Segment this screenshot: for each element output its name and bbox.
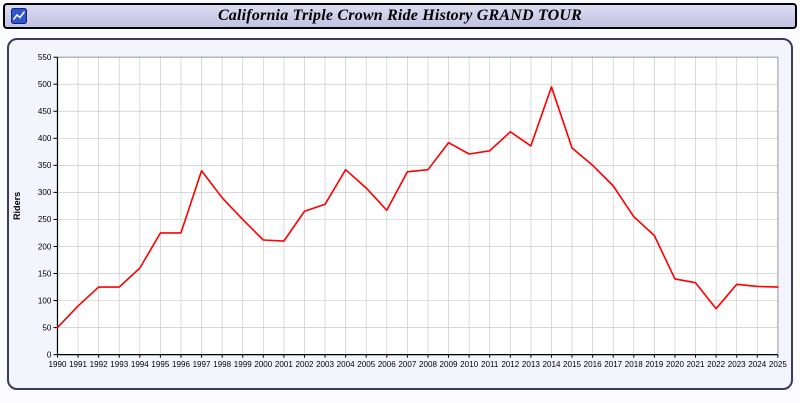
page-title: California Triple Crown Ride History GRA… [217,7,583,24]
svg-text:2001: 2001 [275,360,293,369]
svg-text:2003: 2003 [316,360,334,369]
svg-text:2004: 2004 [337,360,355,369]
svg-text:2018: 2018 [625,360,643,369]
svg-text:0: 0 [47,350,52,359]
svg-text:1993: 1993 [110,360,128,369]
svg-text:1990: 1990 [49,360,67,369]
svg-text:2023: 2023 [728,360,746,369]
svg-text:1995: 1995 [151,360,169,369]
svg-text:1994: 1994 [131,360,149,369]
line-chart-icon [11,8,27,24]
svg-text:550: 550 [38,53,52,62]
svg-text:1997: 1997 [193,360,211,369]
svg-text:400: 400 [38,134,52,143]
svg-text:1999: 1999 [234,360,252,369]
svg-text:2008: 2008 [419,360,437,369]
svg-text:2006: 2006 [378,360,396,369]
svg-text:2010: 2010 [460,360,478,369]
svg-text:2016: 2016 [584,360,602,369]
svg-text:1996: 1996 [172,360,190,369]
svg-text:2021: 2021 [687,360,705,369]
svg-text:250: 250 [38,215,52,224]
svg-text:50: 50 [42,323,51,332]
svg-text:100: 100 [38,296,52,305]
svg-text:1992: 1992 [90,360,108,369]
chart-panel: 1990 1991 1992 1993 1994 1995 1996 1997 1998 1999… [7,38,793,390]
svg-text:2019: 2019 [645,360,663,369]
svg-text:Riders: Riders [12,192,22,220]
svg-text:1991: 1991 [69,360,87,369]
svg-text:2017: 2017 [604,360,622,369]
svg-text:200: 200 [38,242,52,251]
svg-text:2025: 2025 [769,360,787,369]
svg-text:2012: 2012 [501,360,519,369]
svg-text:350: 350 [38,161,52,170]
svg-text:150: 150 [38,269,52,278]
svg-text:2013: 2013 [522,360,540,369]
ride-history-line-chart: 1990 1991 1992 1993 1994 1995 1996 1997 1998 1999… [12,53,787,369]
svg-text:2022: 2022 [707,360,725,369]
svg-text:2000: 2000 [254,360,272,369]
svg-text:450: 450 [38,107,52,116]
svg-text:1998: 1998 [213,360,231,369]
svg-text:2005: 2005 [357,360,375,369]
svg-text:2015: 2015 [563,360,581,369]
svg-text:300: 300 [38,188,52,197]
svg-text:2009: 2009 [440,360,458,369]
svg-text:2024: 2024 [748,360,766,369]
svg-text:2014: 2014 [542,360,560,369]
svg-text:2002: 2002 [295,360,313,369]
svg-text:2007: 2007 [398,360,416,369]
svg-text:500: 500 [38,80,52,89]
svg-text:2020: 2020 [666,360,684,369]
title-bar: California Triple Crown Ride History GRA… [3,3,797,29]
svg-text:2011: 2011 [481,360,499,369]
